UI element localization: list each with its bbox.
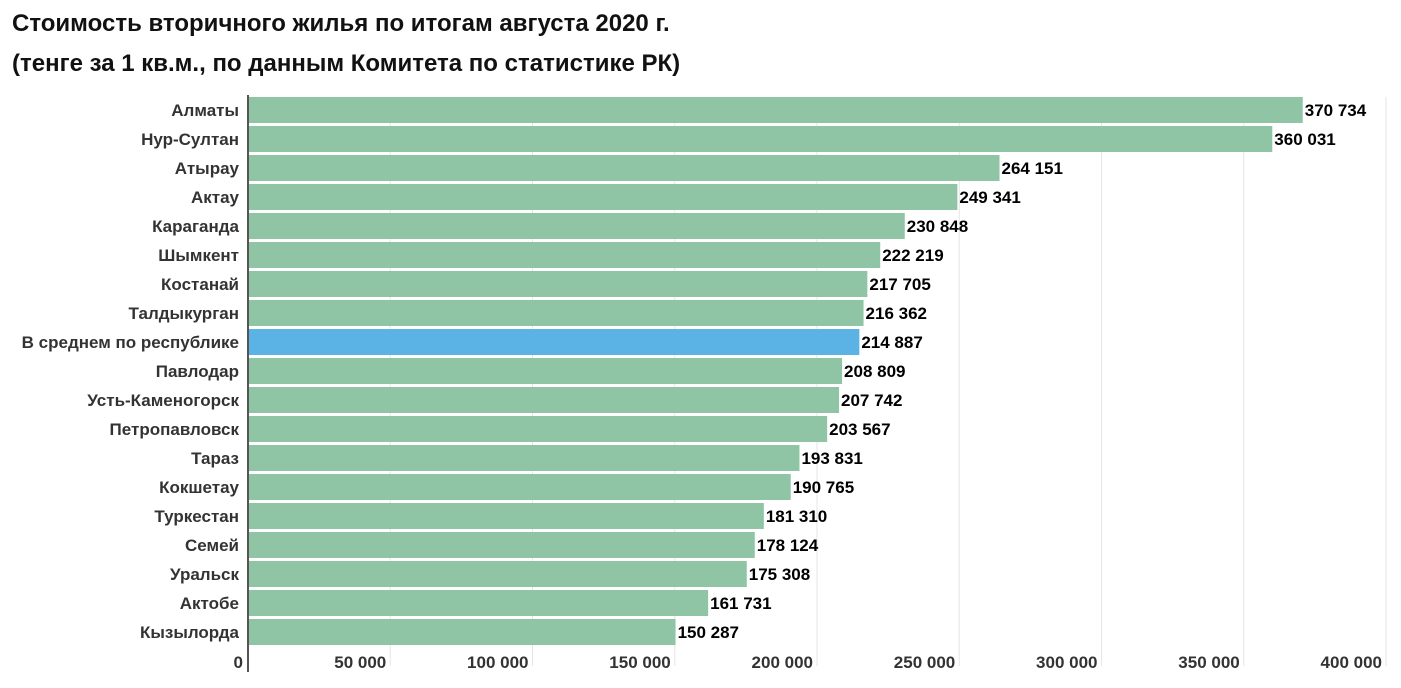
bar — [248, 503, 764, 529]
value-label: 214 887 — [861, 333, 922, 352]
bar — [248, 271, 868, 297]
x-tick-label: 100 000 — [467, 653, 528, 672]
x-tick-label: 0 — [234, 653, 243, 672]
value-label: 222 219 — [882, 246, 943, 265]
category-label: Костанай — [161, 275, 239, 294]
bar — [248, 184, 958, 210]
bar — [248, 213, 905, 239]
bar — [248, 590, 709, 616]
x-tick-label: 50 000 — [334, 653, 386, 672]
value-label: 360 031 — [1274, 130, 1335, 149]
bar — [248, 445, 800, 471]
bar — [248, 329, 860, 355]
category-label: Петропавловск — [110, 420, 240, 439]
chart-title-block: Стоимость вторичного жилья по итогам авг… — [12, 4, 680, 84]
category-label: Шымкент — [158, 246, 239, 265]
bar — [248, 387, 840, 413]
value-label: 208 809 — [844, 362, 905, 381]
bar — [248, 416, 828, 442]
category-label: Нур-Султан — [141, 130, 239, 149]
value-label: 264 151 — [1002, 159, 1063, 178]
category-label: В среднем по республике — [22, 333, 239, 352]
category-label: Тараз — [191, 449, 239, 468]
bar — [248, 532, 755, 558]
category-label: Алматы — [171, 101, 239, 120]
category-label: Актау — [191, 188, 240, 207]
value-label: 190 765 — [793, 478, 854, 497]
value-label: 178 124 — [757, 536, 819, 555]
category-label: Кокшетау — [159, 478, 239, 497]
value-label: 216 362 — [866, 304, 927, 323]
bar — [248, 300, 864, 326]
value-label: 181 310 — [766, 507, 827, 526]
category-label: Семей — [185, 536, 239, 555]
bar — [248, 97, 1303, 123]
value-label: 175 308 — [749, 565, 810, 584]
value-label: 249 341 — [959, 188, 1020, 207]
bar — [248, 126, 1273, 152]
bar — [248, 155, 1000, 181]
x-tick-label: 200 000 — [752, 653, 813, 672]
value-label: 203 567 — [829, 420, 890, 439]
bar — [248, 474, 791, 500]
bar — [248, 242, 881, 268]
category-label: Туркестан — [154, 507, 239, 526]
category-label: Талдыкурган — [129, 304, 239, 323]
value-label: 207 742 — [841, 391, 902, 410]
category-label: Атырау — [175, 159, 240, 178]
x-tick-label: 150 000 — [609, 653, 670, 672]
value-label: 230 848 — [907, 217, 968, 236]
chart-title: Стоимость вторичного жилья по итогам авг… — [12, 10, 670, 37]
x-tick-label: 350 000 — [1178, 653, 1239, 672]
bar — [248, 561, 747, 587]
value-label: 217 705 — [869, 275, 930, 294]
category-label: Уральск — [170, 565, 239, 584]
category-label: Павлодар — [156, 362, 239, 381]
x-tick-label: 300 000 — [1036, 653, 1097, 672]
value-label: 370 734 — [1305, 101, 1367, 120]
category-label: Караганда — [152, 217, 239, 236]
chart-subtitle: (тенге за 1 кв.м., по данным Комитета по… — [12, 50, 681, 77]
category-label: Кызылорда — [140, 623, 240, 642]
bar — [248, 358, 843, 384]
x-tick-label: 400 000 — [1321, 653, 1382, 672]
bar — [248, 619, 676, 645]
value-label: 161 731 — [710, 594, 771, 613]
value-label: 193 831 — [801, 449, 862, 468]
value-label: 150 287 — [678, 623, 739, 642]
category-label: Актобе — [180, 594, 239, 613]
category-label: Усть-Каменогорск — [87, 391, 239, 410]
x-tick-label: 250 000 — [894, 653, 955, 672]
